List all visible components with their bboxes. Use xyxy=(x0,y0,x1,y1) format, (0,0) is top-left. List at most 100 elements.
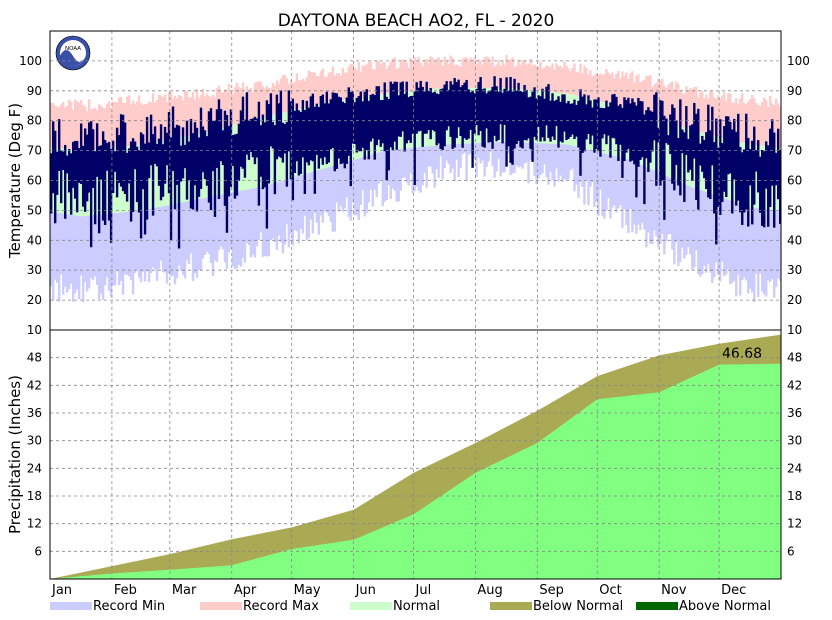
record-min-bar xyxy=(317,155,321,235)
observed-bar xyxy=(529,96,532,149)
record-max-bar xyxy=(369,61,372,126)
record-min-bar xyxy=(577,135,580,198)
record-max-bar xyxy=(511,57,514,116)
observed-bar xyxy=(625,99,628,153)
observed-bar xyxy=(357,96,360,152)
record-min-bar xyxy=(95,197,99,285)
record-min-bar xyxy=(565,122,568,181)
observed-bar xyxy=(329,99,333,150)
observed-bar xyxy=(69,153,73,215)
observed-bar xyxy=(643,114,646,205)
observed-bar xyxy=(495,86,498,142)
record-min-bar xyxy=(475,120,478,177)
record-min-bar xyxy=(607,135,610,199)
record-min-bar xyxy=(101,203,105,300)
observed-bar xyxy=(745,113,748,210)
record-min-bar xyxy=(305,158,309,241)
month-label: Jan xyxy=(51,583,72,598)
record-min-bar xyxy=(255,164,259,247)
observed-bar xyxy=(321,94,325,165)
observed-bar xyxy=(547,84,550,138)
observed-bar xyxy=(371,93,374,139)
legend-swatch xyxy=(50,602,92,610)
observed-bar xyxy=(755,150,758,172)
temp-tick-right: 60 xyxy=(787,174,802,188)
record-min-bar xyxy=(171,187,175,277)
record-min-bar xyxy=(81,203,85,303)
record-min-bar xyxy=(653,157,656,231)
record-min-bar xyxy=(547,125,550,185)
precip-axis-label: Precipitation (Inches) xyxy=(6,375,24,534)
observed-bar xyxy=(219,108,223,162)
observed-bar xyxy=(771,119,774,186)
observed-bar xyxy=(769,128,772,208)
record-min-bar xyxy=(553,128,556,187)
observed-bar xyxy=(417,87,420,132)
record-max-bar xyxy=(485,56,488,112)
observed-bar xyxy=(749,149,752,186)
record-min-bar xyxy=(499,121,502,177)
observed-bar xyxy=(761,150,764,226)
record-min-bar xyxy=(743,190,746,278)
observed-bar xyxy=(455,81,458,139)
observed-bar xyxy=(155,143,159,167)
observed-bar xyxy=(681,129,684,154)
observed-bar xyxy=(383,82,386,152)
temp-tick-right: 100 xyxy=(787,54,810,68)
observed-bar xyxy=(289,101,293,180)
record-min-bar xyxy=(419,127,422,193)
observed-bar xyxy=(157,138,161,186)
observed-bar xyxy=(437,94,440,144)
observed-bar xyxy=(67,149,71,193)
observed-bar xyxy=(205,136,209,186)
record-min-bar xyxy=(203,175,207,255)
observed-bar xyxy=(601,108,604,139)
record-min-bar xyxy=(535,125,538,185)
observed-bar xyxy=(661,100,664,181)
normal-bar xyxy=(219,128,223,195)
observed-bar xyxy=(505,77,508,167)
observed-bar xyxy=(401,81,404,132)
temp-tick-left: 10 xyxy=(27,323,42,337)
observed-bar xyxy=(73,140,77,199)
month-label: Jun xyxy=(355,583,376,598)
observed-bar xyxy=(143,143,147,235)
record-min-bar xyxy=(359,138,362,205)
observed-bar xyxy=(599,107,602,157)
observed-bar xyxy=(697,108,700,210)
record-min-bar xyxy=(87,193,91,289)
record-min-bar xyxy=(639,156,642,230)
record-min-bar xyxy=(151,180,155,268)
record-max-bar xyxy=(409,57,412,116)
record-min-bar xyxy=(345,134,348,198)
observed-bar xyxy=(653,94,656,141)
observed-bar xyxy=(151,134,155,216)
observed-bar xyxy=(287,90,291,152)
record-min-bar xyxy=(611,140,614,208)
record-min-bar xyxy=(415,123,418,187)
observed-bar xyxy=(511,91,514,165)
observed-bar xyxy=(365,89,368,151)
observed-bar xyxy=(515,90,518,144)
observed-bar xyxy=(105,142,109,171)
record-min-bar xyxy=(631,151,634,233)
observed-bar xyxy=(757,140,760,193)
precip-tick-right: 48 xyxy=(787,351,802,365)
month-label: Dec xyxy=(721,583,746,598)
month-label: Mar xyxy=(172,583,197,598)
observed-bar xyxy=(589,100,592,145)
record-max-bar xyxy=(443,56,446,113)
record-min-bar xyxy=(91,194,95,281)
record-min-bar xyxy=(73,196,77,294)
observed-bar xyxy=(559,101,562,142)
temp-tick-left: 80 xyxy=(27,114,42,128)
observed-bar xyxy=(145,116,149,220)
record-min-bar xyxy=(251,173,255,255)
observed-bar xyxy=(235,133,239,196)
record-max-bar xyxy=(741,93,744,187)
record-min-bar xyxy=(143,192,147,282)
record-min-bar xyxy=(287,165,291,248)
record-min-bar xyxy=(117,191,121,286)
record-min-bar xyxy=(759,189,762,274)
observed-bar xyxy=(631,98,634,161)
